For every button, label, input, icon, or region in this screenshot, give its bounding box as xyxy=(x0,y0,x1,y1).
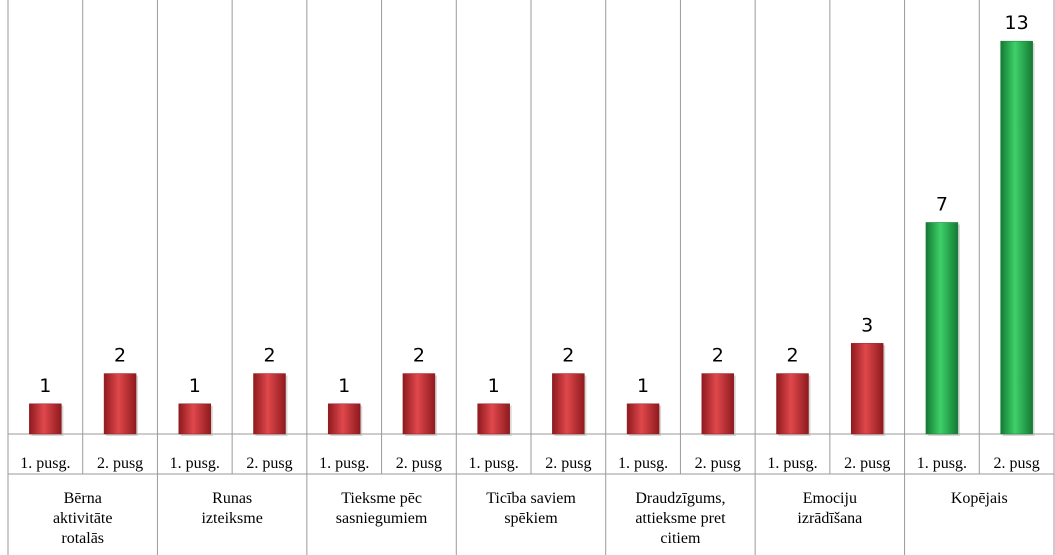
data-label: 2 xyxy=(786,345,798,367)
bar xyxy=(178,403,212,435)
x-tick-label: 2. pusg xyxy=(844,455,890,472)
group-label: Draudzīgums, attieksme pret citiem xyxy=(635,490,726,547)
data-label: 2 xyxy=(263,345,275,367)
data-label: 2 xyxy=(114,345,126,367)
bar xyxy=(701,373,735,435)
group-label-line: rotalās xyxy=(61,530,104,547)
group-label-line: Tieksme pēc xyxy=(341,490,422,507)
x-tick-label: 2. pusg xyxy=(246,455,292,472)
group-label: Emociju izrādīšana xyxy=(797,490,862,527)
group-label: Runas izteiksme xyxy=(201,490,262,527)
group-label-line: Runas xyxy=(212,490,252,507)
x-tick-label: 1. pusg. xyxy=(319,455,369,472)
x-tick-label: 2. pusg xyxy=(396,455,442,472)
bar xyxy=(626,403,660,435)
category-gridlines xyxy=(7,0,1055,555)
data-label: 2 xyxy=(712,345,724,367)
group-label-line: spēkiem xyxy=(504,510,558,527)
data-label: 2 xyxy=(413,345,425,367)
bar xyxy=(327,403,361,435)
group-label-line: izrādīšana xyxy=(797,510,862,527)
bar xyxy=(103,373,137,435)
group-label-line: izteiksme xyxy=(201,510,262,527)
group-label-line: citiem xyxy=(660,530,701,547)
data-label: 1 xyxy=(488,375,500,397)
value-labels-layer: 1 2 1 2 1 2 1 2 1 2 2 3 7 13 xyxy=(39,12,1028,397)
group-label-line: Ticība saviem xyxy=(486,490,576,507)
data-label: 2 xyxy=(562,345,574,367)
data-label: 1 xyxy=(637,375,649,397)
data-label: 1 xyxy=(338,375,350,397)
group-label-line: attieksme pret xyxy=(635,510,726,527)
bar xyxy=(776,373,809,435)
group-label-line: Bērna xyxy=(64,490,102,507)
bar xyxy=(1000,40,1033,435)
x-tick-label: 1. pusg. xyxy=(170,455,220,472)
data-label: 13 xyxy=(1005,12,1029,34)
bar xyxy=(29,403,62,435)
x-tick-label: 2. pusg xyxy=(545,455,591,472)
group-label-line: Draudzīgums, xyxy=(635,490,725,507)
data-label: 1 xyxy=(39,375,51,397)
x-tick-label: 1. pusg. xyxy=(917,455,967,472)
group-label: Kopējais xyxy=(951,490,1008,507)
group-label: Bērna aktivitāte rotalās xyxy=(53,490,113,547)
group-label-line: aktivitāte xyxy=(53,510,113,527)
x-tick-label: 1. pusg. xyxy=(767,455,817,472)
bars-layer xyxy=(29,40,1035,436)
bar xyxy=(402,373,436,435)
data-label: 7 xyxy=(936,193,948,215)
x-tick-label: 2. pusg xyxy=(97,455,143,472)
bar xyxy=(253,373,286,435)
x-tick-label: 1. pusg. xyxy=(20,455,70,472)
x-tick-label: 2. pusg xyxy=(695,455,741,472)
bar xyxy=(477,403,510,435)
bar xyxy=(552,373,585,435)
group-label-line: sasniegumiem xyxy=(336,510,428,527)
group-label-line: Kopējais xyxy=(951,490,1008,507)
x-tick-label: 1. pusg. xyxy=(469,455,519,472)
x-tick-label: 1. pusg. xyxy=(618,455,668,472)
category-table: 1. pusg. 2. pusg 1. pusg. 2. pusg 1. pusg. 2.… xyxy=(20,455,1040,547)
group-label-line: Emociju xyxy=(803,490,857,507)
data-label: 1 xyxy=(189,375,201,397)
bar xyxy=(925,222,959,435)
bar xyxy=(850,343,884,435)
group-label: Tieksme pēc sasniegumiem xyxy=(336,490,428,527)
group-label: Ticība saviem spēkiem xyxy=(486,490,576,527)
data-label: 3 xyxy=(861,314,873,336)
x-tick-label: 2. pusg xyxy=(994,455,1040,472)
